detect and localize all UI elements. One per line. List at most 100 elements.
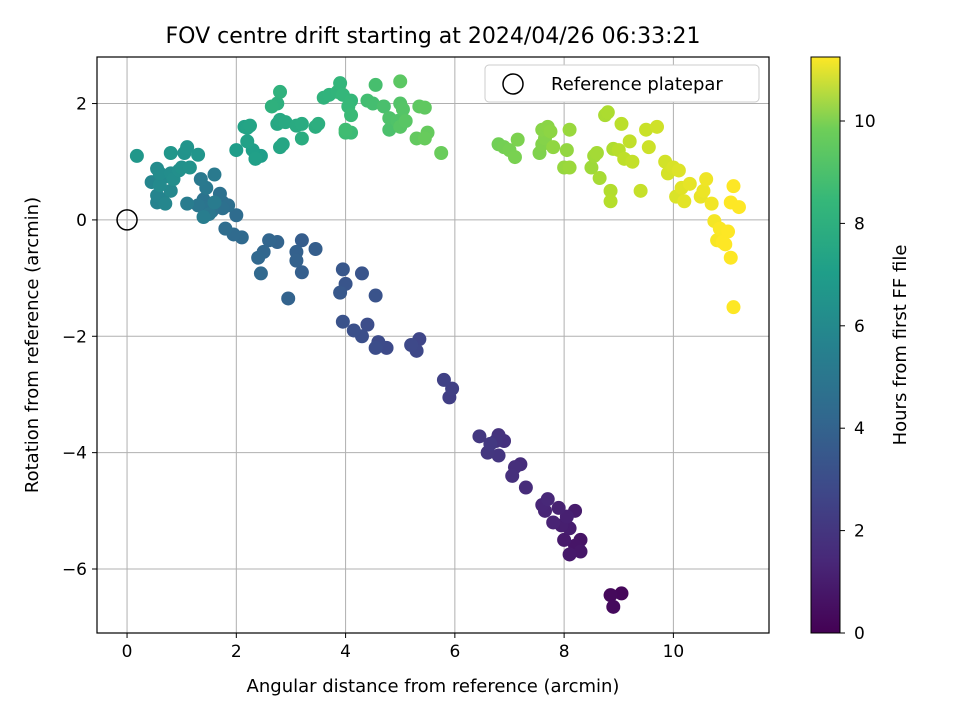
x-tick-label: 0 xyxy=(122,642,133,662)
data-point xyxy=(633,183,648,198)
y-tick-label: −2 xyxy=(62,327,87,347)
data-point xyxy=(180,196,195,211)
colorbar-ticks: 0 2 4 6 8 10 xyxy=(840,112,876,644)
y-tick-label: −4 xyxy=(62,444,87,464)
data-point xyxy=(731,200,746,215)
data-point xyxy=(671,163,686,178)
data-point xyxy=(721,224,736,239)
legend-entry-label: Reference platepar xyxy=(551,74,723,95)
data-point xyxy=(152,178,167,192)
data-point xyxy=(275,137,290,152)
data-point xyxy=(163,183,178,198)
x-tick-label: 2 xyxy=(231,642,242,662)
data-point xyxy=(600,105,615,120)
data-point xyxy=(248,151,263,166)
data-point xyxy=(505,468,520,483)
y-tick-label: 2 xyxy=(76,95,87,115)
colorbar xyxy=(810,56,841,634)
data-point xyxy=(589,146,604,160)
y-tick-label: −6 xyxy=(62,560,87,580)
data-point xyxy=(182,160,197,175)
data-point xyxy=(251,250,266,265)
colorbar-tick-label: 6 xyxy=(854,317,865,337)
data-point xyxy=(294,116,309,131)
data-point xyxy=(207,167,222,182)
data-point xyxy=(360,317,375,332)
data-point xyxy=(606,599,621,614)
data-point xyxy=(518,480,533,495)
data-point xyxy=(559,509,574,524)
colorbar-tick-label: 8 xyxy=(854,214,865,234)
data-point xyxy=(180,140,195,155)
legend-box xyxy=(484,64,760,103)
data-point xyxy=(240,134,255,149)
data-point xyxy=(696,183,711,198)
data-point xyxy=(573,544,588,559)
data-point xyxy=(434,146,449,160)
data-point xyxy=(344,108,359,123)
data-point xyxy=(682,176,697,191)
data-point xyxy=(253,266,268,281)
data-point xyxy=(546,140,561,155)
data-point xyxy=(193,172,208,187)
data-point xyxy=(723,250,738,265)
data-point xyxy=(365,96,380,111)
data-point xyxy=(483,436,498,451)
data-points xyxy=(129,74,746,614)
data-point xyxy=(677,194,692,209)
data-point xyxy=(699,172,714,187)
data-point xyxy=(229,208,244,223)
colorbar-tick-label: 2 xyxy=(854,522,865,542)
data-point xyxy=(311,116,326,131)
data-point xyxy=(491,448,506,463)
x-tick-label: 8 xyxy=(559,642,570,662)
y-axis-label: Rotation from reference (arcmin) xyxy=(22,197,43,493)
colorbar-tick-label: 4 xyxy=(854,419,865,439)
data-point xyxy=(614,586,629,601)
data-point xyxy=(603,183,618,198)
data-point xyxy=(376,99,391,114)
data-point xyxy=(584,160,599,175)
data-point xyxy=(650,119,664,134)
plot-area xyxy=(97,57,769,633)
data-point xyxy=(543,124,558,139)
colorbar-tick-label: 0 xyxy=(854,624,865,644)
data-point xyxy=(191,198,206,213)
x-tick-label: 10 xyxy=(663,642,685,662)
data-point xyxy=(308,242,323,256)
y-tick-label: 0 xyxy=(76,211,87,231)
data-point xyxy=(562,547,577,562)
data-point xyxy=(603,194,618,209)
data-point xyxy=(540,492,555,507)
data-point xyxy=(338,122,353,137)
data-point xyxy=(445,381,460,396)
data-point xyxy=(289,253,304,268)
data-point xyxy=(639,122,654,137)
colorbar-label: Hours from first FF file xyxy=(890,245,911,446)
data-point xyxy=(436,372,451,387)
data-point xyxy=(704,196,719,211)
reference-platepar-marker xyxy=(116,209,138,231)
data-point xyxy=(625,154,640,169)
x-axis-ticks: 0 2 4 6 8 10 xyxy=(122,633,685,662)
data-point xyxy=(393,74,408,89)
data-point xyxy=(333,285,348,300)
data-point xyxy=(562,160,577,175)
data-point xyxy=(163,146,178,160)
data-point xyxy=(368,340,383,355)
data-point xyxy=(559,143,574,158)
data-point xyxy=(335,262,350,277)
data-point xyxy=(417,131,432,146)
data-point xyxy=(417,100,432,115)
data-point xyxy=(368,77,383,92)
data-point xyxy=(294,131,309,146)
data-point xyxy=(191,147,206,162)
data-point xyxy=(196,210,211,224)
data-point xyxy=(603,588,618,603)
data-point xyxy=(278,115,293,130)
data-point xyxy=(562,122,577,137)
data-point xyxy=(557,532,572,547)
data-point xyxy=(129,148,144,163)
data-point xyxy=(382,122,397,137)
